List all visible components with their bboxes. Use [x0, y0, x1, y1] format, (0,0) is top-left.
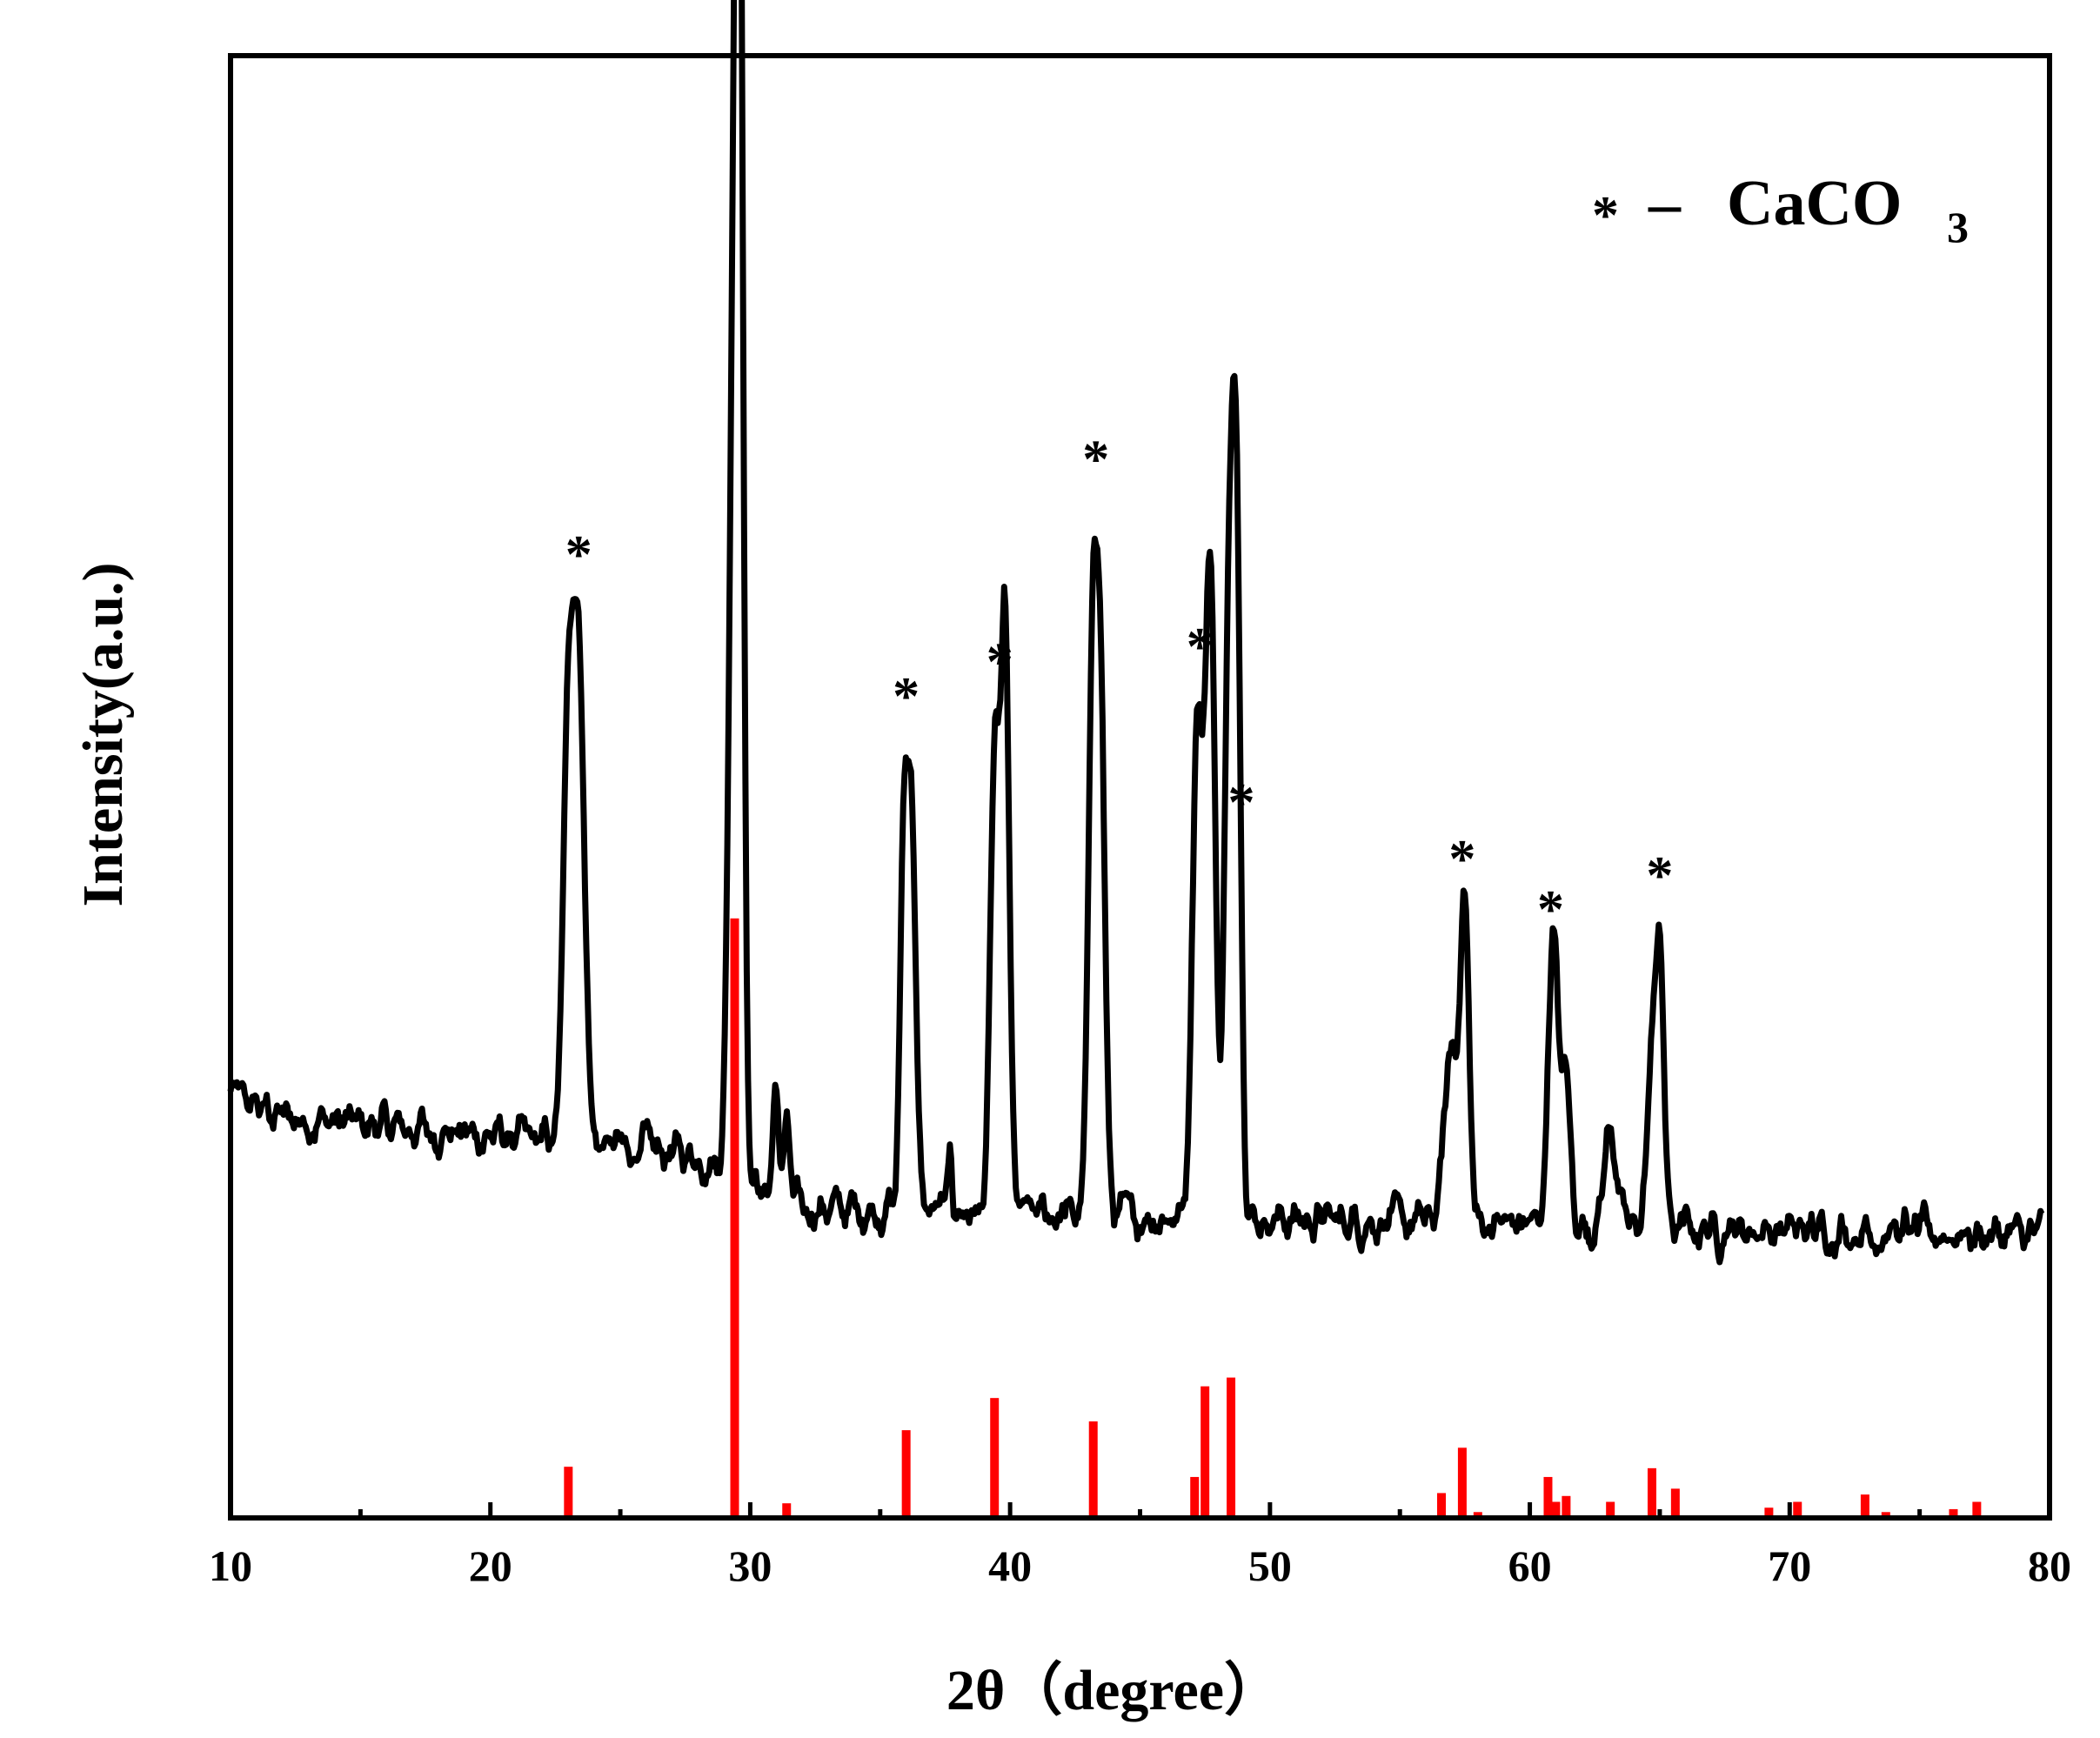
reference-stick	[1551, 1501, 1561, 1518]
reference-stick	[730, 918, 739, 1518]
reference-stick	[1793, 1501, 1802, 1518]
reference-stick	[901, 1430, 911, 1518]
reference-sticks	[564, 918, 1982, 1518]
x-axis-tick-labels: 10 20 30 40 50 60 70 80	[209, 1541, 2071, 1590]
reference-stick	[1949, 1508, 1958, 1518]
reference-stick	[1473, 1512, 1482, 1518]
reference-stick	[1562, 1495, 1571, 1518]
peak-marker: *	[1227, 773, 1254, 832]
x-axis-ticks	[228, 1502, 2052, 1518]
x-tick-label-60: 60	[1508, 1541, 1552, 1590]
reference-stick	[1227, 1377, 1236, 1518]
x-tick-label-50: 50	[1248, 1541, 1292, 1590]
reference-stick	[990, 1398, 1000, 1518]
x-tick-label-40: 40	[988, 1541, 1032, 1590]
reference-stick	[1200, 1386, 1210, 1518]
x-tick-label-70: 70	[1768, 1541, 1811, 1590]
x-tick-label-20: 20	[469, 1541, 512, 1590]
peak-marker: *	[1187, 618, 1214, 677]
x-tick-label-10: 10	[209, 1541, 252, 1590]
legend: * – CaCO 3	[1592, 168, 1969, 251]
legend-marker: *	[1592, 186, 1619, 245]
reference-stick	[1764, 1507, 1774, 1518]
reference-stick	[1860, 1494, 1869, 1518]
reference-stick	[1972, 1501, 1982, 1518]
peak-marker: *	[1646, 846, 1673, 906]
reference-stick	[1606, 1501, 1615, 1518]
x-tick-label-80: 80	[2028, 1541, 2071, 1590]
legend-label: CaCO	[1727, 168, 1902, 239]
reference-stick	[1647, 1467, 1656, 1518]
reference-stick	[1543, 1476, 1553, 1518]
peak-marker: *	[565, 525, 592, 585]
x-tick-label-30: 30	[728, 1541, 772, 1590]
reference-stick	[1457, 1447, 1467, 1518]
reference-stick	[564, 1467, 573, 1518]
legend-dash: –	[1648, 168, 1682, 239]
peak-marker: *	[893, 667, 920, 726]
peak-marker: *	[1448, 830, 1475, 889]
peak-marker: *	[1082, 430, 1109, 489]
reference-stick	[1437, 1493, 1447, 1518]
x-axis-title: 2θ（degree）	[946, 1658, 1281, 1722]
peak-marker: *	[986, 632, 1013, 692]
y-axis-title: Intensity(a.u.)	[71, 562, 135, 906]
peak-marker: *	[1537, 880, 1564, 939]
legend-label-subscript: 3	[1947, 203, 1969, 251]
reference-stick	[782, 1503, 792, 1518]
reference-stick	[1670, 1488, 1680, 1518]
reference-stick	[1881, 1512, 1890, 1518]
reference-stick	[1088, 1421, 1098, 1518]
xrd-pattern-line	[227, 0, 2045, 1266]
reference-stick	[1190, 1476, 1200, 1518]
peak-markers: **********	[565, 430, 1674, 939]
